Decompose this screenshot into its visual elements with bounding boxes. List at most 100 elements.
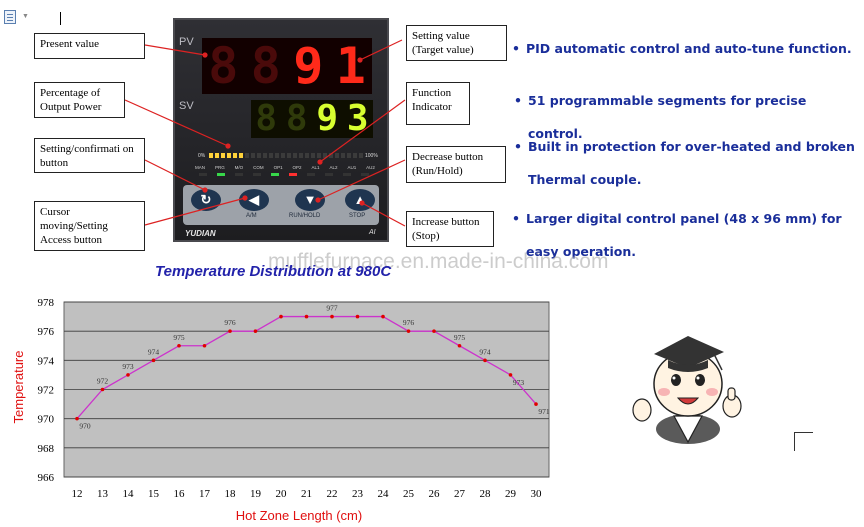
x-tick-label: 17 <box>199 488 211 500</box>
y-tick-label: 976 <box>38 326 55 338</box>
bargraph-segment <box>341 153 345 158</box>
indicator-led <box>361 173 369 176</box>
data-label: 974 <box>479 347 491 356</box>
bargraph-min-label: 0% <box>198 153 206 159</box>
x-tick-label: 18 <box>225 488 237 500</box>
callout-setting-value: Setting value (Target value) <box>406 25 507 61</box>
cursor-am-key[interactable]: ◀ <box>239 189 269 211</box>
setting-confirm-key[interactable]: ↻ <box>191 189 221 211</box>
bargraph-segment <box>233 153 237 158</box>
bargraph-segment <box>317 153 321 158</box>
model-label: AI <box>369 229 376 236</box>
bargraph-max-label: 100% <box>365 153 378 159</box>
mascot-eye <box>695 374 705 386</box>
x-tick-label: 19 <box>250 488 262 500</box>
y-tick-label: 972 <box>38 385 55 397</box>
bargraph-segment <box>293 153 297 158</box>
data-point <box>279 314 283 319</box>
indicator-led <box>325 173 333 176</box>
data-point <box>406 329 411 333</box>
arrow-down-icon: ▼ <box>303 192 317 207</box>
indicator-led <box>307 173 315 176</box>
data-label: 972 <box>97 377 109 386</box>
key-panel: ↻ ◀ A/M ▼ RUN/HOLD ▲ STOP <box>183 185 379 225</box>
y-tick-label: 966 <box>38 472 55 484</box>
callout-increase-button: Increase button (Stop) <box>406 211 494 247</box>
mascot-cheek <box>706 388 718 396</box>
indicator-led <box>217 173 225 176</box>
bargraph-segment <box>359 153 363 158</box>
data-point <box>75 416 79 421</box>
bargraph-segment <box>275 153 279 158</box>
feature-text: 51 programmable segments for precise con… <box>528 93 807 141</box>
callout-output-power: Percentage of Output Power <box>34 82 125 118</box>
brand-logo: YUDIAN <box>185 229 216 238</box>
bargraph-segment <box>215 153 219 158</box>
sv-digit: 9 <box>316 98 339 139</box>
data-point <box>202 343 207 348</box>
x-axis-title: Hot Zone Length (cm) <box>236 508 362 523</box>
bullet-icon: • <box>512 211 520 226</box>
mascot-cheek <box>658 388 670 396</box>
bullet-icon: • <box>514 93 522 108</box>
data-labels: 970 972 973 974 975 976 977 976 975 974 973 971 <box>79 304 550 431</box>
indicator-label: AU1 <box>347 165 357 170</box>
data-label: 976 <box>224 318 236 327</box>
bargraph-segment <box>251 153 255 158</box>
y-tick-label: 968 <box>38 443 55 455</box>
x-axis-ticks: 12 13 14 15 16 17 18 19 20 21 22 23 24 25 26 27 28 29 30 <box>72 488 543 500</box>
bargraph-segment <box>311 153 315 158</box>
bullet-icon: • <box>514 139 522 154</box>
sv-digit: 8 <box>285 98 308 139</box>
indicator-label: COM <box>253 165 264 170</box>
data-point <box>534 402 538 406</box>
x-tick-label: 30 <box>531 488 543 500</box>
bargraph-segment <box>299 153 303 158</box>
data-label: 974 <box>148 347 160 356</box>
bargraph-segment <box>323 153 327 158</box>
data-point <box>228 329 232 333</box>
data-point <box>432 329 436 333</box>
bargraph-segment <box>239 153 243 158</box>
bargraph-segment <box>353 153 357 158</box>
crop-mark <box>794 432 813 451</box>
mascot-mortarboard <box>654 336 724 368</box>
bargraph-segment <box>209 153 213 158</box>
callout-cursor-button: Cursor moving/Setting Access button <box>34 201 145 251</box>
indicator-led <box>343 173 351 176</box>
feature-item: • Larger digital control panel (48 x 96 … <box>512 202 846 268</box>
dropdown-caret-icon[interactable]: ▼ <box>22 13 29 20</box>
pv-digit: 9 <box>293 37 324 95</box>
pv-digit: 8 <box>208 37 239 95</box>
data-point <box>508 373 513 377</box>
indicator-label: AL2 <box>329 165 338 170</box>
data-point <box>483 358 487 363</box>
gridlines <box>64 301 549 478</box>
data-label: 976 <box>403 318 415 327</box>
mascot-tassel <box>713 353 723 371</box>
y-axis-ticks: 966 968 970 972 974 976 978 <box>38 297 55 484</box>
callout-present-value: Present value <box>34 33 145 59</box>
bargraph-segment <box>227 153 231 158</box>
decrease-run-hold-key[interactable]: ▼ <box>295 189 325 211</box>
mascot-eye <box>671 374 681 386</box>
callout-function-indicator: Function Indicator <box>406 82 470 125</box>
indicator-label: MAN <box>195 165 205 170</box>
chart-title: Temperature Distribution at 980C <box>155 263 392 280</box>
indicator-label: OP2 <box>292 165 302 170</box>
pv-digit: 8 <box>250 37 281 95</box>
x-tick-label: 22 <box>327 488 338 500</box>
x-tick-label: 28 <box>480 488 492 500</box>
data-label: 971 <box>538 407 550 416</box>
indicator-leds <box>199 173 375 177</box>
bargraph-segment <box>305 153 309 158</box>
bargraph-segment <box>221 153 225 158</box>
bargraph-segment <box>281 153 285 158</box>
increase-stop-key[interactable]: ▲ <box>345 189 375 211</box>
data-point <box>151 358 156 363</box>
scholar-mascot-illustration <box>632 336 742 444</box>
bullet-icon: • <box>512 41 520 56</box>
mascot-cap-band <box>668 360 708 372</box>
x-tick-label: 15 <box>148 488 160 500</box>
x-tick-label: 16 <box>174 488 186 500</box>
